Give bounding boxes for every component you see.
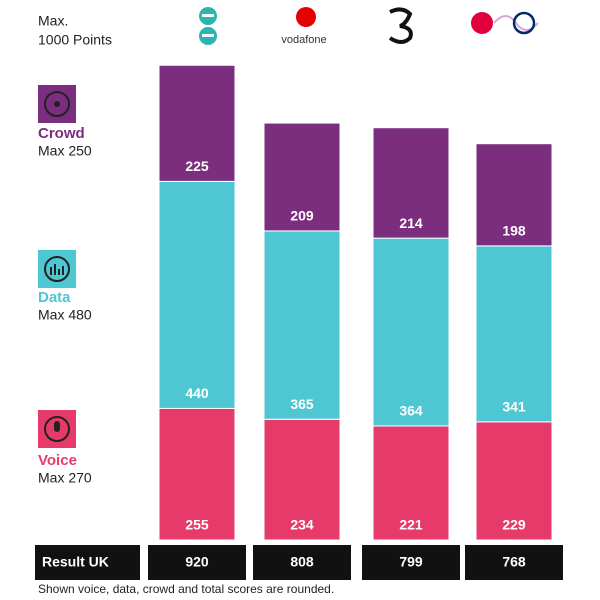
bar-segment <box>158 180 236 409</box>
legend-subtitle: Max 270 <box>38 470 92 486</box>
footnote: Shown voice, data, crowd and total score… <box>38 582 334 596</box>
result-label: Result UK <box>42 554 109 570</box>
total-label: 920 <box>185 554 209 570</box>
bar-segment <box>263 122 341 232</box>
value-label: 255 <box>185 517 209 533</box>
logo-three <box>388 7 413 44</box>
total-label: 808 <box>290 554 314 570</box>
result-cell <box>35 545 140 580</box>
value-label: 364 <box>399 403 423 419</box>
value-label: 225 <box>185 158 209 174</box>
bar-segment <box>158 64 236 182</box>
legend-name: Voice <box>38 452 77 469</box>
bar-segment <box>263 418 341 541</box>
result-cell <box>362 545 460 580</box>
crowd-icon <box>38 85 76 123</box>
value-label: 365 <box>290 396 314 412</box>
bar-segment <box>475 245 553 423</box>
value-label: 234 <box>290 517 314 533</box>
result-cell <box>253 545 351 580</box>
header-line: Max. <box>38 13 68 29</box>
legend-name: Crowd <box>38 125 85 142</box>
bar-segment <box>263 230 341 420</box>
logo-virgin-o2 <box>471 11 539 35</box>
value-label: 214 <box>399 215 423 231</box>
bar-segment <box>475 421 553 541</box>
voice-icon <box>38 410 76 448</box>
legend-name: Data <box>38 289 71 306</box>
bar-segment <box>158 407 236 541</box>
logo-vodafone <box>296 7 316 27</box>
bar-segment <box>372 237 450 427</box>
total-label: 799 <box>399 554 423 570</box>
logo-ee <box>199 7 217 45</box>
value-label: 440 <box>185 385 209 401</box>
value-label: 209 <box>290 208 314 224</box>
legend-subtitle: Max 480 <box>38 307 92 323</box>
legend-subtitle: Max 250 <box>38 143 92 159</box>
total-label: 768 <box>502 554 526 570</box>
bar-segment <box>372 127 450 239</box>
bar-segment <box>475 143 553 247</box>
result-cell <box>148 545 246 580</box>
result-cell <box>465 545 563 580</box>
value-label: 198 <box>502 223 526 239</box>
value-label: 341 <box>502 399 526 415</box>
data-icon <box>38 250 76 288</box>
value-label: 221 <box>399 517 423 533</box>
value-label: 229 <box>502 517 526 533</box>
category-label: vodafone <box>281 34 326 46</box>
header-line: 1000 Points <box>38 32 112 48</box>
